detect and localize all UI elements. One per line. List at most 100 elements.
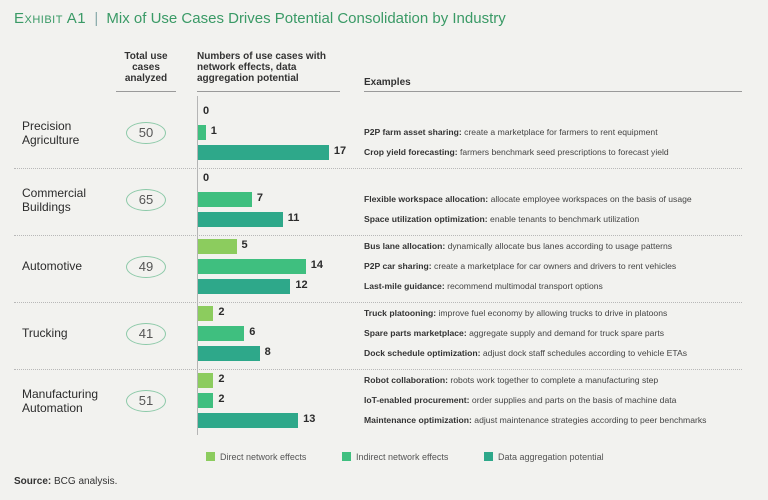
example-automotive-3: Last-mile guidance: recommend multimodal… [364,281,603,292]
example-commercial-buildings-2: Flexible workspace allocation: allocate … [364,194,692,205]
category-label-line: Manufacturing [22,387,99,401]
example-name: Truck platooning: [364,308,437,318]
chart-title: Exhibit A1 | Mix of Use Cases Drives Pot… [14,10,506,27]
bar-value-manufacturing-automation-indirect: 2 [218,393,225,405]
bar-manufacturing-automation-aggregation [198,413,299,428]
header-total: Total use cases analyzed [124,51,168,84]
title-separator: | [94,10,99,27]
bar-automotive-aggregation [198,279,291,294]
example-description: create a marketplace for car owners and … [431,261,677,271]
example-description: allocate employee workspaces on the basi… [488,194,692,204]
exhibit-label: Exhibit A1 [14,10,87,27]
total-oval-precision-agriculture: 50 [126,122,166,144]
example-name: Robot collaboration: [364,375,449,385]
header-numbers-rule [197,91,340,92]
example-description: adjust maintenance strategies according … [471,415,707,425]
total-oval-automotive: 49 [126,256,166,278]
group-divider [14,235,742,236]
legend-label-direct: Direct network effects [220,452,307,462]
bar-value-precision-agriculture-direct: 0 [203,105,210,117]
bar-value-commercial-buildings-aggregation: 11 [287,212,300,224]
example-manufacturing-automation-2: IoT-enabled procurement: order supplies … [364,395,676,406]
source-label: Source: [14,476,52,487]
bar-trucking-direct [198,306,214,321]
category-label-line: Buildings [22,200,71,214]
header-examples-rule [364,91,742,92]
example-description: adjust dock staff schedules according to… [480,348,688,358]
example-manufacturing-automation-1: Robot collaboration: robots work togethe… [364,375,658,386]
example-trucking-1: Truck platooning: improve fuel economy b… [364,308,667,319]
example-description: dynamically allocate bus lanes according… [445,241,673,251]
header-examples: Examples [364,77,411,88]
example-description: create a marketplace for farmers to rent… [461,127,658,137]
bar-value-commercial-buildings-direct: 0 [203,172,210,184]
category-label-line: Automation [22,401,83,415]
example-automotive-1: Bus lane allocation: dynamically allocat… [364,241,672,252]
bar-value-manufacturing-automation-direct: 2 [218,373,225,385]
category-label-precision-agriculture: Precision Agriculture [22,119,79,147]
legend-swatch-indirect [342,452,351,461]
example-name: IoT-enabled procurement: [364,395,470,405]
legend-label-aggregation: Data aggregation potential [498,452,604,462]
header-total-rule [116,91,176,92]
bar-value-manufacturing-automation-aggregation: 13 [303,413,316,425]
source-text: BCG analysis. [51,476,118,487]
category-label-line: Automotive [22,259,83,273]
legend-swatch-direct [206,452,215,461]
legend-item-indirect: Indirect network effects [342,452,448,462]
example-name: Space utilization optimization: [364,214,488,224]
bar-automotive-indirect [198,259,306,274]
example-name: Flexible workspace allocation: [364,194,489,204]
example-description: order supplies and parts on the basis of… [469,395,677,405]
example-name: Dock schedule optimization: [364,348,481,358]
bar-precision-agriculture-indirect [198,125,206,140]
bar-manufacturing-automation-direct [198,373,214,388]
bar-value-automotive-direct: 5 [241,239,248,251]
example-name: Crop yield forecasting: [364,147,458,157]
example-description: robots work together to complete a manuf… [448,375,659,385]
category-label-commercial-buildings: Commercial Buildings [22,186,86,214]
category-label-manufacturing-automation: Manufacturing Automation [22,387,98,415]
category-label-automotive: Automotive [22,259,82,273]
legend-swatch-aggregation [484,452,493,461]
category-label-line: Precision [22,119,72,133]
example-name: Maintenance optimization: [364,415,472,425]
bar-trucking-aggregation [198,346,260,361]
example-description: farmers benchmark seed prescriptions to … [457,147,669,157]
bar-value-trucking-aggregation: 8 [264,346,271,358]
legend-item-direct: Direct network effects [206,452,306,462]
example-commercial-buildings-3: Space utilization optimization: enable t… [364,214,639,225]
bar-manufacturing-automation-indirect [198,393,214,408]
example-description: improve fuel economy by allowing trucks … [436,308,668,318]
example-description: enable tenants to benchmark utilization [487,214,640,224]
source-note: Source: BCG analysis. [14,476,117,487]
example-trucking-2: Spare parts marketplace: aggregate suppl… [364,328,664,339]
example-name: P2P car sharing: [364,261,432,271]
group-divider [14,302,742,303]
group-divider [14,168,742,169]
bar-commercial-buildings-aggregation [198,212,283,227]
group-divider [14,369,742,370]
example-name: P2P farm asset sharing: [364,127,462,137]
bar-precision-agriculture-aggregation [198,145,329,160]
title-text: Mix of Use Cases Drives Potential Consol… [106,10,506,27]
category-label-line: Commercial [22,186,87,200]
example-name: Bus lane allocation: [364,241,446,251]
bar-value-automotive-aggregation: 12 [295,279,308,291]
example-name: Spare parts marketplace: [364,328,467,338]
total-oval-commercial-buildings: 65 [126,189,166,211]
category-label-line: Trucking [22,326,68,340]
example-description: recommend multimodal transport options [444,281,603,291]
bar-value-automotive-indirect: 14 [310,259,324,271]
legend-item-aggregation: Data aggregation potential [484,452,604,462]
category-label-trucking: Trucking [22,326,68,340]
example-name: Last-mile guidance: [364,281,445,291]
bar-value-precision-agriculture-aggregation: 17 [333,145,347,157]
bar-commercial-buildings-indirect [198,192,252,207]
example-trucking-3: Dock schedule optimization: adjust dock … [364,348,687,359]
bar-trucking-indirect [198,326,245,341]
example-precision-agriculture-2: P2P farm asset sharing: create a marketp… [364,127,658,138]
example-manufacturing-automation-3: Maintenance optimization: adjust mainten… [364,415,706,426]
total-oval-manufacturing-automation: 51 [126,390,166,412]
bar-value-precision-agriculture-indirect: 1 [210,125,217,137]
